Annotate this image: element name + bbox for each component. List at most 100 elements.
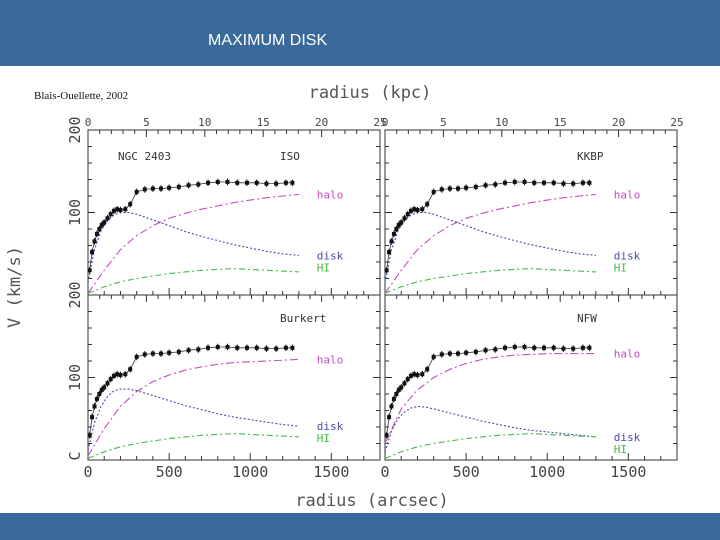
kpc-tick-label: 10 bbox=[198, 116, 211, 129]
data-point bbox=[405, 212, 410, 217]
kpc-tick-label: 20 bbox=[315, 116, 328, 129]
data-point bbox=[87, 268, 92, 273]
data-point bbox=[92, 404, 97, 409]
y-zero-label: C bbox=[66, 451, 84, 460]
data-point bbox=[290, 345, 295, 350]
data-point bbox=[159, 351, 163, 356]
model-name: KKBP bbox=[577, 150, 604, 163]
disk-curve bbox=[87, 211, 299, 283]
data-point bbox=[102, 220, 107, 225]
data-point bbox=[244, 345, 249, 350]
arcsec-tick-label: 1500 bbox=[313, 463, 349, 481]
data-point bbox=[571, 181, 576, 186]
data-point bbox=[94, 231, 99, 236]
data-point bbox=[159, 186, 163, 191]
data-point bbox=[283, 180, 288, 185]
data-point bbox=[396, 387, 401, 392]
data-point bbox=[541, 345, 546, 350]
kpc-tick-label: 0 bbox=[85, 116, 92, 129]
disk-label: disk bbox=[317, 249, 344, 262]
data-point bbox=[503, 180, 508, 185]
data-point bbox=[387, 250, 392, 255]
top-axis-label: radius (kpc) bbox=[309, 83, 432, 103]
data-point bbox=[196, 347, 201, 352]
data-point bbox=[561, 346, 566, 351]
data-point bbox=[115, 207, 120, 212]
data-point bbox=[405, 377, 410, 382]
kpc-tick-label: 25 bbox=[373, 116, 386, 129]
data-point bbox=[456, 186, 460, 191]
data-point bbox=[493, 347, 498, 352]
data-point bbox=[522, 179, 527, 184]
data-point bbox=[290, 180, 295, 185]
data-point bbox=[431, 354, 436, 359]
data-point bbox=[225, 179, 230, 184]
y-tick-label: 100 bbox=[66, 199, 84, 226]
data-point bbox=[420, 372, 425, 377]
data-point bbox=[97, 392, 102, 396]
data-point bbox=[415, 373, 420, 378]
panel-frame bbox=[384, 129, 678, 296]
halo-curve bbox=[384, 353, 596, 444]
data-point bbox=[493, 182, 498, 187]
data-point bbox=[123, 207, 128, 212]
data-point bbox=[254, 345, 259, 350]
data-point bbox=[111, 373, 116, 378]
data-point bbox=[264, 346, 269, 351]
data-point bbox=[235, 180, 240, 185]
kpc-tick-label: 0 bbox=[382, 116, 389, 129]
kpc-tick-label: 15 bbox=[554, 116, 567, 129]
model-fit-line bbox=[386, 181, 590, 271]
y-tick-label: 200 bbox=[66, 281, 84, 308]
data-point bbox=[587, 180, 592, 185]
data-point bbox=[512, 344, 517, 349]
data-point bbox=[206, 345, 211, 350]
model-fit-line bbox=[89, 181, 293, 271]
data-point bbox=[105, 216, 110, 221]
data-point bbox=[225, 344, 230, 349]
data-point bbox=[541, 180, 546, 185]
data-point bbox=[87, 433, 92, 438]
data-point bbox=[483, 348, 488, 353]
data-point bbox=[111, 208, 116, 213]
hi-label: HI bbox=[317, 432, 330, 445]
hi-label: HI bbox=[614, 443, 627, 456]
data-point bbox=[274, 346, 279, 351]
data-point bbox=[389, 404, 394, 409]
data-point bbox=[283, 345, 288, 350]
data-point bbox=[439, 187, 444, 192]
arcsec-tick-label: 500 bbox=[156, 463, 183, 481]
rotation-curve-figure: halo disk HI NGC 2403 ISO 0 5 10 15 20 25 100 200 hal… bbox=[5, 83, 684, 511]
data-point bbox=[215, 344, 220, 349]
halo-label: halo bbox=[614, 188, 641, 201]
model-name: NFW bbox=[577, 312, 597, 325]
data-point bbox=[235, 345, 240, 350]
hi-curve bbox=[87, 433, 299, 459]
model-fit-line bbox=[386, 346, 590, 436]
data-point bbox=[464, 185, 469, 190]
galaxy-name: NGC 2403 bbox=[118, 150, 171, 163]
arcsec-tick-label: 0 bbox=[380, 463, 389, 481]
data-point bbox=[108, 212, 113, 217]
data-point bbox=[215, 179, 220, 184]
data-point bbox=[439, 352, 444, 357]
model-name: ISO bbox=[280, 150, 300, 163]
y-tick-label: 200 bbox=[66, 116, 84, 143]
kpc-tick-label: 15 bbox=[257, 116, 270, 129]
data-point bbox=[167, 185, 172, 190]
data-point bbox=[412, 207, 417, 212]
disk-label: disk bbox=[614, 249, 641, 262]
disk-curve bbox=[384, 211, 596, 283]
data-point bbox=[447, 186, 452, 191]
halo-curve bbox=[87, 358, 299, 457]
halo-label: halo bbox=[317, 188, 344, 201]
data-point bbox=[150, 351, 155, 356]
kpc-tick-label: 5 bbox=[143, 116, 150, 129]
data-point bbox=[425, 202, 430, 207]
halo-label: halo bbox=[317, 353, 344, 366]
data-point bbox=[115, 372, 120, 377]
y-axis-label: V (km/s) bbox=[5, 246, 25, 328]
